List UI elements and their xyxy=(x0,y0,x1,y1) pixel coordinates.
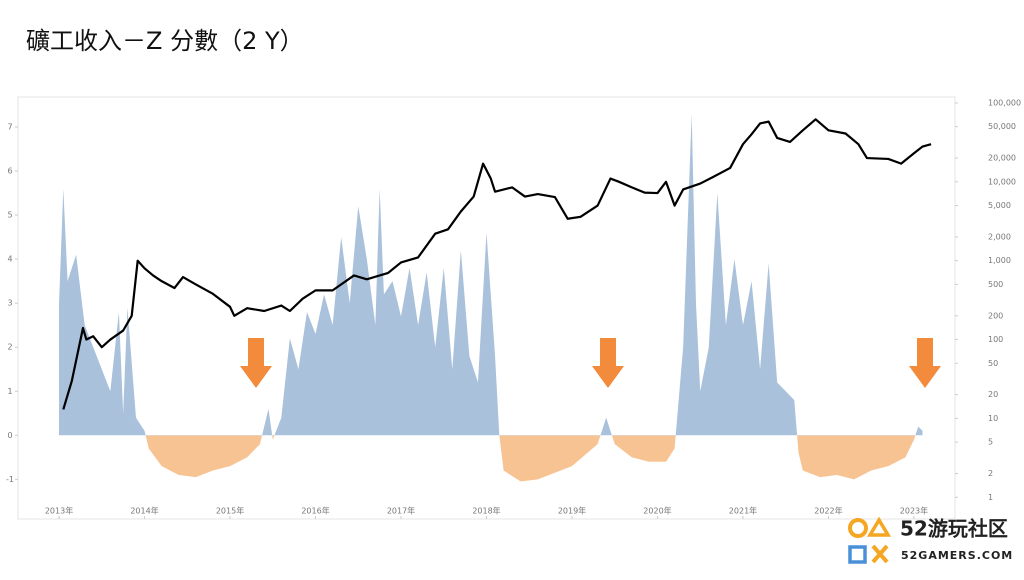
y2-tick-label: 100,000 xyxy=(988,98,1021,107)
watermark-title: 52游玩社区 xyxy=(900,517,1008,541)
y2-tick-label: 1 xyxy=(988,493,993,502)
y-tick-label: 0 xyxy=(7,431,12,440)
x-tick-label: 2020年 xyxy=(643,506,671,516)
x-tick-label: 2017年 xyxy=(387,506,415,516)
price-line xyxy=(62,118,932,410)
y-tick-label: 2 xyxy=(7,343,12,352)
y-tick-label: 3 xyxy=(7,299,12,308)
x-tick-label: 2019年 xyxy=(558,506,586,516)
y-tick-label: 1 xyxy=(7,387,12,396)
x-tick-label: 2013年 xyxy=(45,506,73,516)
y2-tick-label: 50,000 xyxy=(988,122,1016,131)
y2-tick-label: 2 xyxy=(988,469,993,478)
x-tick-label: 2018年 xyxy=(472,506,500,516)
y2-tick-label: 20,000 xyxy=(988,154,1016,163)
y2-tick-label: 5 xyxy=(988,438,993,447)
y2-tick-label: 2,000 xyxy=(988,232,1011,241)
y2-tick-label: 10 xyxy=(988,414,998,423)
x-tick-label: 2016年 xyxy=(301,506,329,516)
y2-tick-label: 5,000 xyxy=(988,201,1011,210)
y2-tick-label: 20 xyxy=(988,390,998,399)
x-tick-label: 2014年 xyxy=(130,506,158,516)
x-tick-label: 2021年 xyxy=(729,506,757,516)
y2-tick-label: 500 xyxy=(988,280,1003,289)
z-score-area xyxy=(59,113,923,482)
y-tick-label: 4 xyxy=(7,255,12,264)
x-tick-label: 2023年 xyxy=(900,506,928,516)
arrows xyxy=(240,338,941,388)
y2-tick-label: 1,000 xyxy=(988,256,1011,265)
y2-tick-label: 200 xyxy=(988,311,1003,320)
watermark-logo xyxy=(848,516,892,564)
x-tick-label: 2015年 xyxy=(216,506,244,516)
y-tick-label: -1 xyxy=(6,475,14,484)
watermark-subtitle: 52GAMERS.COM xyxy=(901,549,1013,562)
y-tick-label: 7 xyxy=(7,122,12,131)
chart-title: 礦工收入－Z 分數（2 Y） xyxy=(26,27,304,55)
x-tick-label: 2022年 xyxy=(814,506,842,516)
y2-tick-label: 100 xyxy=(988,335,1003,344)
y2-tick-label: 50 xyxy=(988,359,998,368)
y-tick-label: 6 xyxy=(7,167,12,176)
y-tick-label: 5 xyxy=(7,211,12,220)
y2-tick-label: 10,000 xyxy=(988,177,1016,186)
